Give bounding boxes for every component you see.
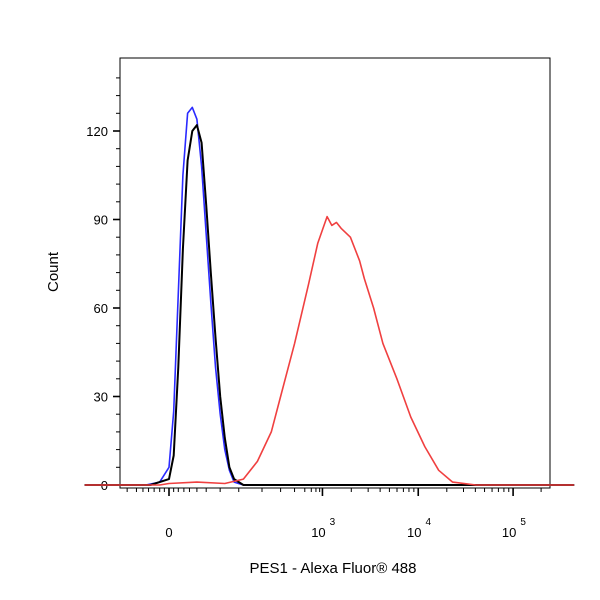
y-tick-label: 30 (94, 390, 108, 405)
x-axis-title: PES1 - Alexa Fluor® 488 (250, 560, 417, 577)
x-tick-exponent: 4 (425, 517, 431, 528)
series-line-1 (84, 124, 575, 486)
series-layer (84, 106, 575, 486)
x-tick-label: 10 (407, 525, 421, 540)
y-tick-label: 90 (94, 213, 108, 228)
y-axis-title: Count (45, 251, 62, 292)
series-line-0 (84, 106, 575, 486)
y-tick-label: 120 (86, 124, 108, 139)
x-tick-label: 10 (502, 525, 516, 540)
x-tick-label: 0 (165, 525, 172, 540)
plot-frame (119, 57, 551, 489)
x-tick-exponent: 3 (330, 517, 336, 528)
x-tick-label: 10 (311, 525, 325, 540)
x-tick-exponent: 5 (520, 517, 526, 528)
x-axis: 0 10 3 10 4 10 5 (126, 488, 542, 540)
series-line-2 (84, 215, 575, 486)
y-tick-label: 60 (94, 301, 108, 316)
